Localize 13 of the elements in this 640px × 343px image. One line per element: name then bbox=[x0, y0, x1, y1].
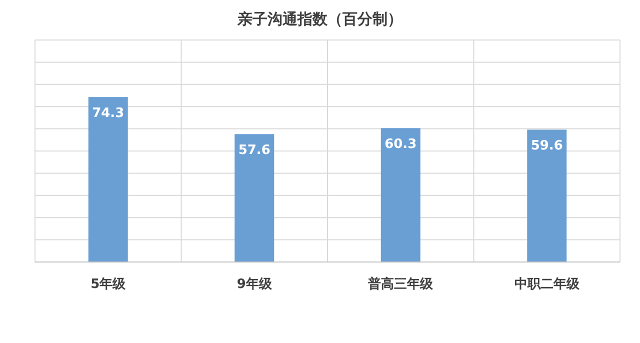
data-label: 60.3 bbox=[384, 137, 417, 152]
bar bbox=[380, 128, 420, 262]
bar bbox=[88, 97, 128, 262]
bar bbox=[234, 134, 274, 262]
x-tick-label: 9年级 bbox=[236, 277, 273, 292]
x-tick-label: 5年级 bbox=[90, 277, 127, 292]
data-label: 74.3 bbox=[92, 106, 124, 122]
bar bbox=[527, 130, 567, 262]
data-label: 59.6 bbox=[530, 138, 563, 154]
data-label: 57.6 bbox=[238, 143, 270, 158]
x-tick-label: 普高三年级 bbox=[367, 276, 434, 292]
chart-title: 亲子沟通指数（百分制） bbox=[236, 10, 402, 28]
x-tick-label: 中职二年级 bbox=[514, 277, 580, 292]
